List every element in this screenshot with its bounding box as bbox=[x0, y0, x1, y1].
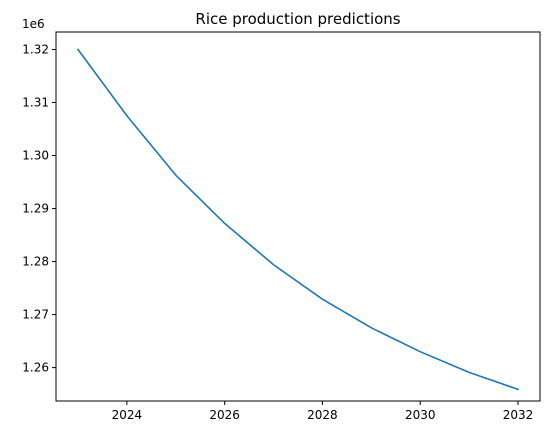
y-tick-label: 1.26 bbox=[22, 361, 49, 375]
y-tick-label: 1.32 bbox=[22, 42, 49, 56]
chart-title: Rice production predictions bbox=[195, 10, 400, 28]
x-tick-label: 2032 bbox=[503, 408, 534, 422]
y-tick-label: 1.30 bbox=[22, 149, 49, 163]
plot-area: 2024 2026 2028 2030 2032 1.26 1.27 1.28 1.29 1.30… bbox=[22, 31, 541, 422]
x-tick-label: 2028 bbox=[307, 408, 338, 422]
y-tick-label: 1.31 bbox=[22, 96, 49, 110]
y-tick-label: 1.28 bbox=[22, 255, 49, 269]
y-axis-offset-label: 1e6 bbox=[22, 17, 45, 31]
y-tick-label: 1.29 bbox=[22, 202, 49, 216]
series-line-0 bbox=[76, 48, 520, 391]
plot-frame bbox=[55, 31, 541, 402]
x-tick-label: 2024 bbox=[112, 408, 143, 422]
x-tick-label: 2030 bbox=[405, 408, 436, 422]
x-tick-label: 2026 bbox=[209, 408, 240, 422]
y-tick-label: 1.27 bbox=[22, 308, 49, 322]
